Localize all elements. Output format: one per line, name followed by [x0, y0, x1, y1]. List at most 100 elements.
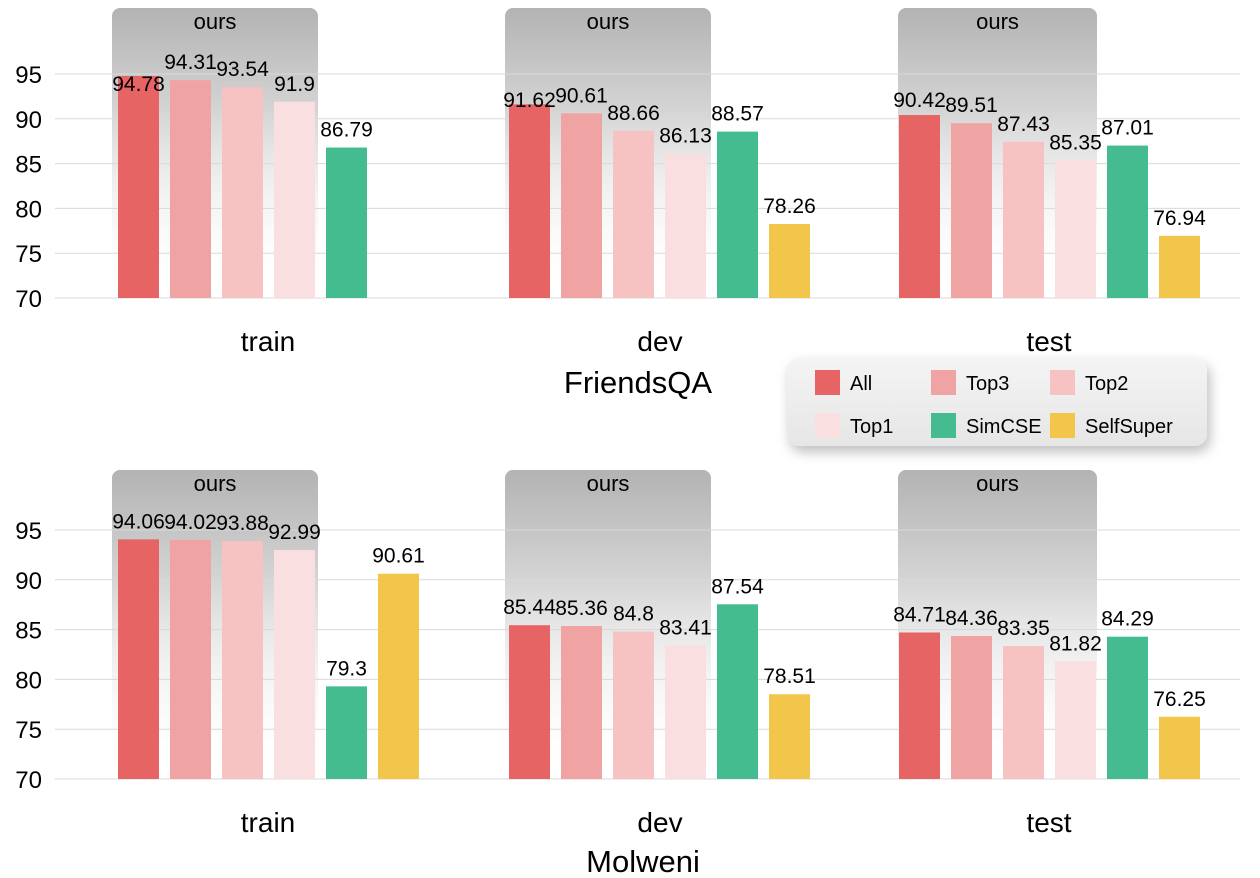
ours-label: ours [587, 471, 630, 496]
y-tick-label: 90 [15, 568, 42, 595]
bar-top3-train [170, 80, 211, 298]
data-label: 92.99 [268, 521, 321, 544]
y-tick-label: 70 [15, 286, 42, 313]
data-label: 93.88 [216, 512, 269, 535]
ours-label: ours [194, 9, 237, 34]
bar-top2-train [222, 541, 263, 779]
bar-top3-test [951, 123, 992, 298]
data-label: 84.8 [613, 603, 654, 626]
ours-highlight-box [112, 8, 318, 298]
legend-label-top2: Top2 [1085, 373, 1128, 395]
y-tick-label: 90 [15, 107, 42, 134]
bar-top1-train [274, 550, 315, 779]
data-label: 88.66 [607, 102, 660, 125]
legend-swatch-simcse [931, 413, 956, 438]
x-category-label: dev [637, 807, 682, 838]
chart-title: FriendsQA [564, 365, 712, 400]
ours-label: ours [976, 9, 1019, 34]
ours-highlight-box [898, 8, 1097, 298]
bar-selfsuper-train [378, 573, 419, 779]
bar-top2-test [1003, 646, 1044, 779]
bar-top2-dev [613, 130, 654, 298]
data-label: 87.43 [997, 113, 1050, 136]
data-label: 94.06 [112, 510, 165, 533]
bar-simcse-dev [717, 131, 758, 298]
data-label: 90.61 [555, 84, 608, 107]
x-category-label: test [1026, 807, 1071, 838]
data-label: 89.51 [945, 94, 998, 117]
data-label: 94.02 [164, 511, 217, 534]
x-category-label: test [1026, 326, 1071, 357]
y-tick-label: 75 [15, 717, 42, 744]
x-category-label: train [241, 807, 295, 838]
bar-all-train [118, 539, 159, 779]
ours-highlight-box [898, 470, 1097, 779]
bar-top3-dev [561, 626, 602, 779]
ours-label: ours [976, 471, 1019, 496]
legend-box [787, 358, 1207, 446]
data-label: 85.35 [1049, 131, 1102, 154]
chart-title: Molweni [586, 844, 700, 878]
legend-swatch-all [815, 370, 840, 395]
legend-swatch-top2 [1050, 370, 1075, 395]
ours-highlight-box [505, 470, 711, 779]
legend-label-top1: Top1 [850, 416, 893, 438]
bar-simcse-dev [717, 604, 758, 779]
bar-top1-dev [665, 153, 706, 298]
legend-label-all: All [850, 373, 872, 395]
data-label: 85.36 [555, 597, 608, 620]
bar-top1-dev [665, 645, 706, 779]
data-label: 94.31 [164, 51, 217, 74]
y-tick-label: 95 [15, 62, 42, 89]
data-label: 90.61 [372, 545, 425, 568]
legend-label-simcse: SimCSE [966, 416, 1042, 438]
bar-simcse-train [326, 686, 367, 779]
bar-top2-dev [613, 631, 654, 779]
bar-top3-train [170, 539, 211, 779]
y-tick-label: 80 [15, 196, 42, 223]
bar-all-dev [509, 625, 550, 779]
data-label: 76.25 [1153, 688, 1206, 711]
bar-top3-test [951, 635, 992, 779]
bar-all-dev [509, 104, 550, 299]
ours-highlight-box [112, 470, 318, 779]
ours-label: ours [587, 9, 630, 34]
bar-top3-dev [561, 113, 602, 298]
data-label: 94.78 [112, 73, 165, 96]
data-label: 91.62 [503, 89, 556, 112]
bar-top1-test [1055, 661, 1096, 779]
legend-swatch-top1 [815, 413, 840, 438]
y-tick-label: 95 [15, 518, 42, 545]
data-label: 86.13 [659, 124, 712, 147]
x-category-label: dev [637, 326, 682, 357]
data-label: 87.01 [1101, 117, 1154, 140]
bar-selfsuper-dev [769, 694, 810, 779]
x-category-label: train [241, 326, 295, 357]
y-tick-label: 85 [15, 618, 42, 645]
data-label: 76.94 [1153, 207, 1206, 230]
data-label: 79.3 [326, 657, 367, 680]
data-label: 81.82 [1049, 632, 1102, 655]
data-label: 86.79 [320, 119, 373, 142]
data-label: 93.54 [216, 58, 269, 81]
data-label: 78.26 [763, 195, 816, 218]
data-label: 83.41 [659, 616, 712, 639]
bar-selfsuper-test [1159, 716, 1200, 779]
data-label: 87.54 [711, 575, 764, 598]
bar-top2-test [1003, 141, 1044, 298]
data-label: 90.42 [893, 89, 946, 112]
y-tick-label: 85 [15, 152, 42, 179]
bar-selfsuper-test [1159, 235, 1200, 298]
data-label: 78.51 [763, 665, 816, 688]
bar-top1-train [274, 101, 315, 298]
y-tick-label: 80 [15, 667, 42, 694]
bar-simcse-test [1107, 145, 1148, 298]
ours-label: ours [194, 471, 237, 496]
data-label: 84.29 [1101, 608, 1154, 631]
bar-all-train [118, 75, 159, 299]
legend-label-top3: Top3 [966, 373, 1009, 395]
data-label: 88.57 [711, 103, 764, 126]
legend-swatch-top3 [931, 370, 956, 395]
